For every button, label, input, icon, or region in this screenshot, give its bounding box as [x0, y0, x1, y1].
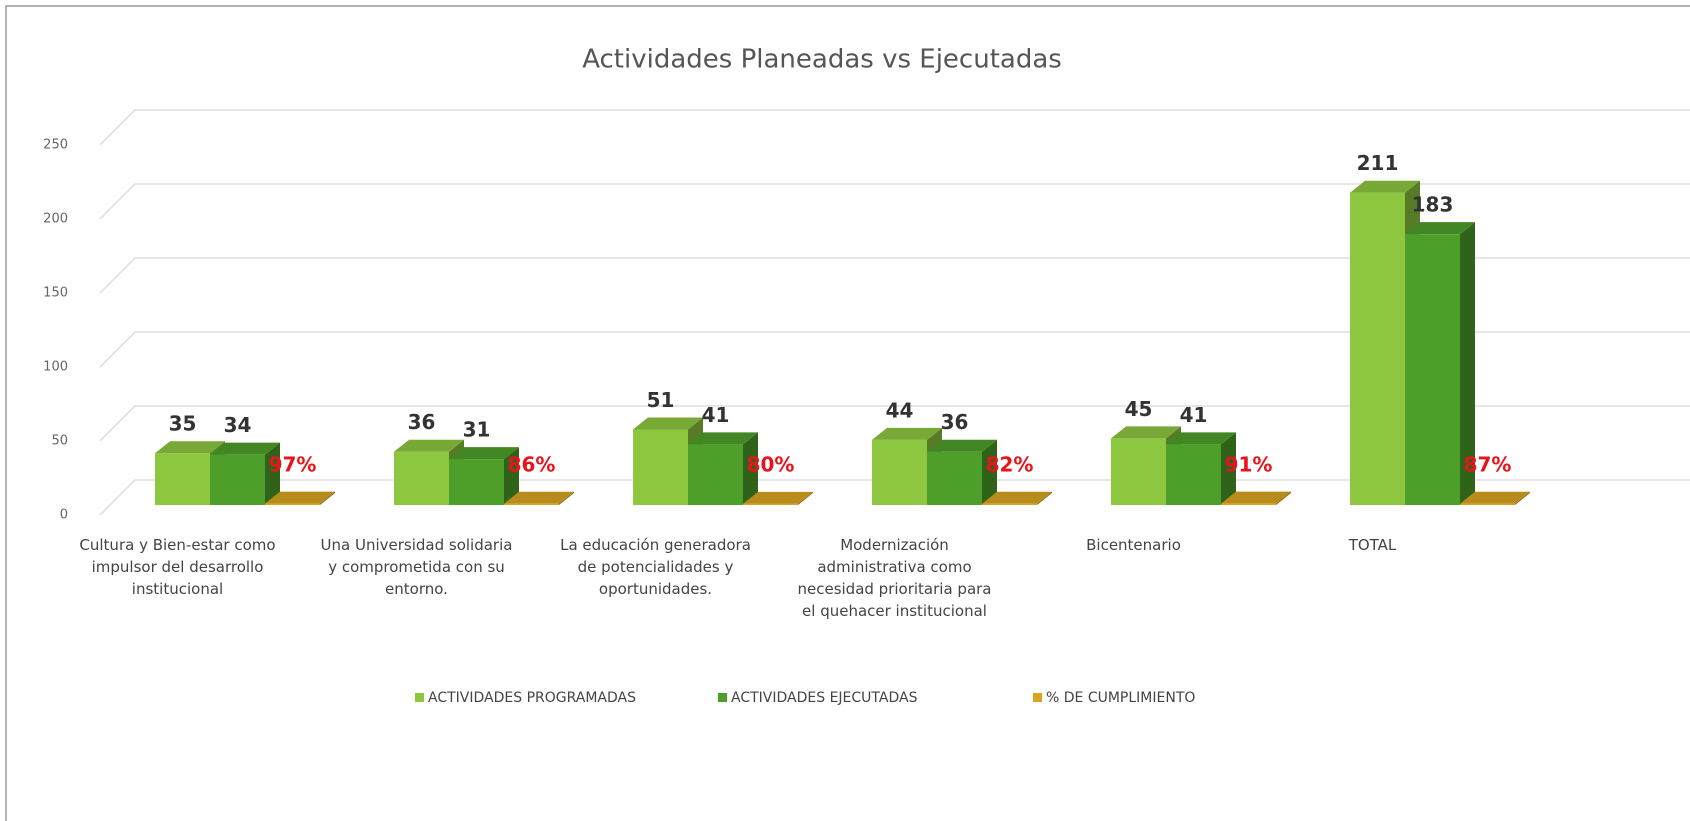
bar-side	[504, 447, 519, 505]
y-tick-label: 250	[43, 138, 68, 153]
y-tick-label: 0	[60, 508, 68, 523]
grid-line	[99, 405, 1690, 442]
bar-side	[265, 442, 280, 505]
bar	[1460, 503, 1515, 505]
bar-side	[1221, 432, 1236, 505]
bar	[449, 459, 504, 505]
data-label: 36	[408, 410, 436, 434]
y-tick-label: 150	[43, 286, 68, 301]
bar	[633, 429, 688, 505]
y-tick-label: 50	[51, 434, 68, 449]
bar-top	[449, 447, 519, 460]
bar-top	[155, 441, 225, 454]
bar-top	[1460, 491, 1530, 504]
grid-line	[99, 257, 1690, 294]
data-label: 45	[1125, 397, 1153, 421]
data-label: 34	[224, 413, 252, 437]
data-label: 87%	[1464, 453, 1512, 477]
bar-top	[504, 491, 574, 504]
grid-line	[99, 331, 1690, 368]
bar-top	[743, 491, 813, 504]
bar-top	[688, 432, 758, 445]
bar-top	[1350, 180, 1420, 193]
data-label: 44	[886, 398, 914, 422]
bar-top	[394, 439, 464, 452]
legend-swatch	[1033, 693, 1042, 702]
x-tick-label: Modernización administrativa como necesi…	[797, 536, 992, 620]
bar	[504, 503, 559, 505]
bar	[743, 503, 798, 505]
bar-side	[1460, 222, 1475, 505]
x-tick-label: Una Universidad solidaria y comprometida…	[320, 536, 513, 598]
data-label: 86%	[508, 453, 556, 477]
bar-side	[743, 432, 758, 505]
chart-title: Actividades Planeadas vs Ejecutadas	[582, 45, 1062, 75]
bar	[688, 444, 743, 505]
legend-label: ACTIVIDADES EJECUTADAS	[731, 690, 918, 706]
data-label: 41	[1180, 403, 1208, 427]
bar-side	[1276, 491, 1291, 505]
x-tick-label: La educación generadora de potencialidad…	[560, 536, 751, 598]
y-tick-label: 200	[43, 212, 68, 227]
bar	[1111, 438, 1166, 505]
bar-top	[927, 439, 997, 452]
bar-side	[320, 491, 335, 505]
bar	[1350, 192, 1405, 505]
data-label: 80%	[747, 453, 795, 477]
bar	[1166, 444, 1221, 505]
grid-line	[99, 109, 1690, 146]
data-label: 35	[169, 412, 197, 436]
data-label: 36	[941, 410, 969, 434]
bar	[1405, 234, 1460, 505]
bar-top	[872, 427, 942, 440]
bar	[872, 439, 927, 505]
bar	[394, 451, 449, 505]
data-label: 97%	[269, 453, 317, 477]
x-tick-label: Bicentenario	[1086, 536, 1181, 554]
legend-label: % DE CUMPLIMIENTO	[1046, 690, 1195, 706]
bar-side	[982, 439, 997, 505]
grid-line	[99, 183, 1690, 220]
bar-side	[559, 491, 574, 505]
bar-top	[1111, 426, 1181, 439]
bar	[927, 451, 982, 505]
legend-swatch	[718, 693, 727, 702]
bar-top	[1166, 432, 1236, 445]
bar	[210, 454, 265, 505]
data-label: 211	[1357, 151, 1399, 175]
data-label: 41	[702, 403, 730, 427]
x-tick-label: TOTAL	[1348, 536, 1397, 554]
bar	[155, 453, 210, 505]
legend-swatch	[415, 693, 424, 702]
bar	[982, 503, 1037, 505]
bar-side	[1515, 491, 1530, 505]
bar-top	[1221, 491, 1291, 504]
data-label: 51	[647, 388, 675, 412]
data-label: 91%	[1225, 453, 1273, 477]
bar-top	[210, 442, 280, 455]
bar	[265, 503, 320, 505]
bar-top	[982, 491, 1052, 504]
bar-side	[1037, 491, 1052, 505]
x-tick-label: Cultura y Bien-estar como impulsor del d…	[79, 536, 276, 598]
legend-label: ACTIVIDADES PROGRAMADAS	[428, 690, 636, 706]
data-label: 183	[1412, 193, 1454, 217]
y-tick-label: 100	[43, 360, 68, 375]
bar-side	[798, 491, 813, 505]
bar-top	[265, 491, 335, 504]
data-label: 31	[463, 418, 491, 442]
bar-top	[1405, 222, 1475, 235]
bar-top	[633, 417, 703, 430]
data-label: 82%	[986, 453, 1034, 477]
bar	[1221, 503, 1276, 505]
